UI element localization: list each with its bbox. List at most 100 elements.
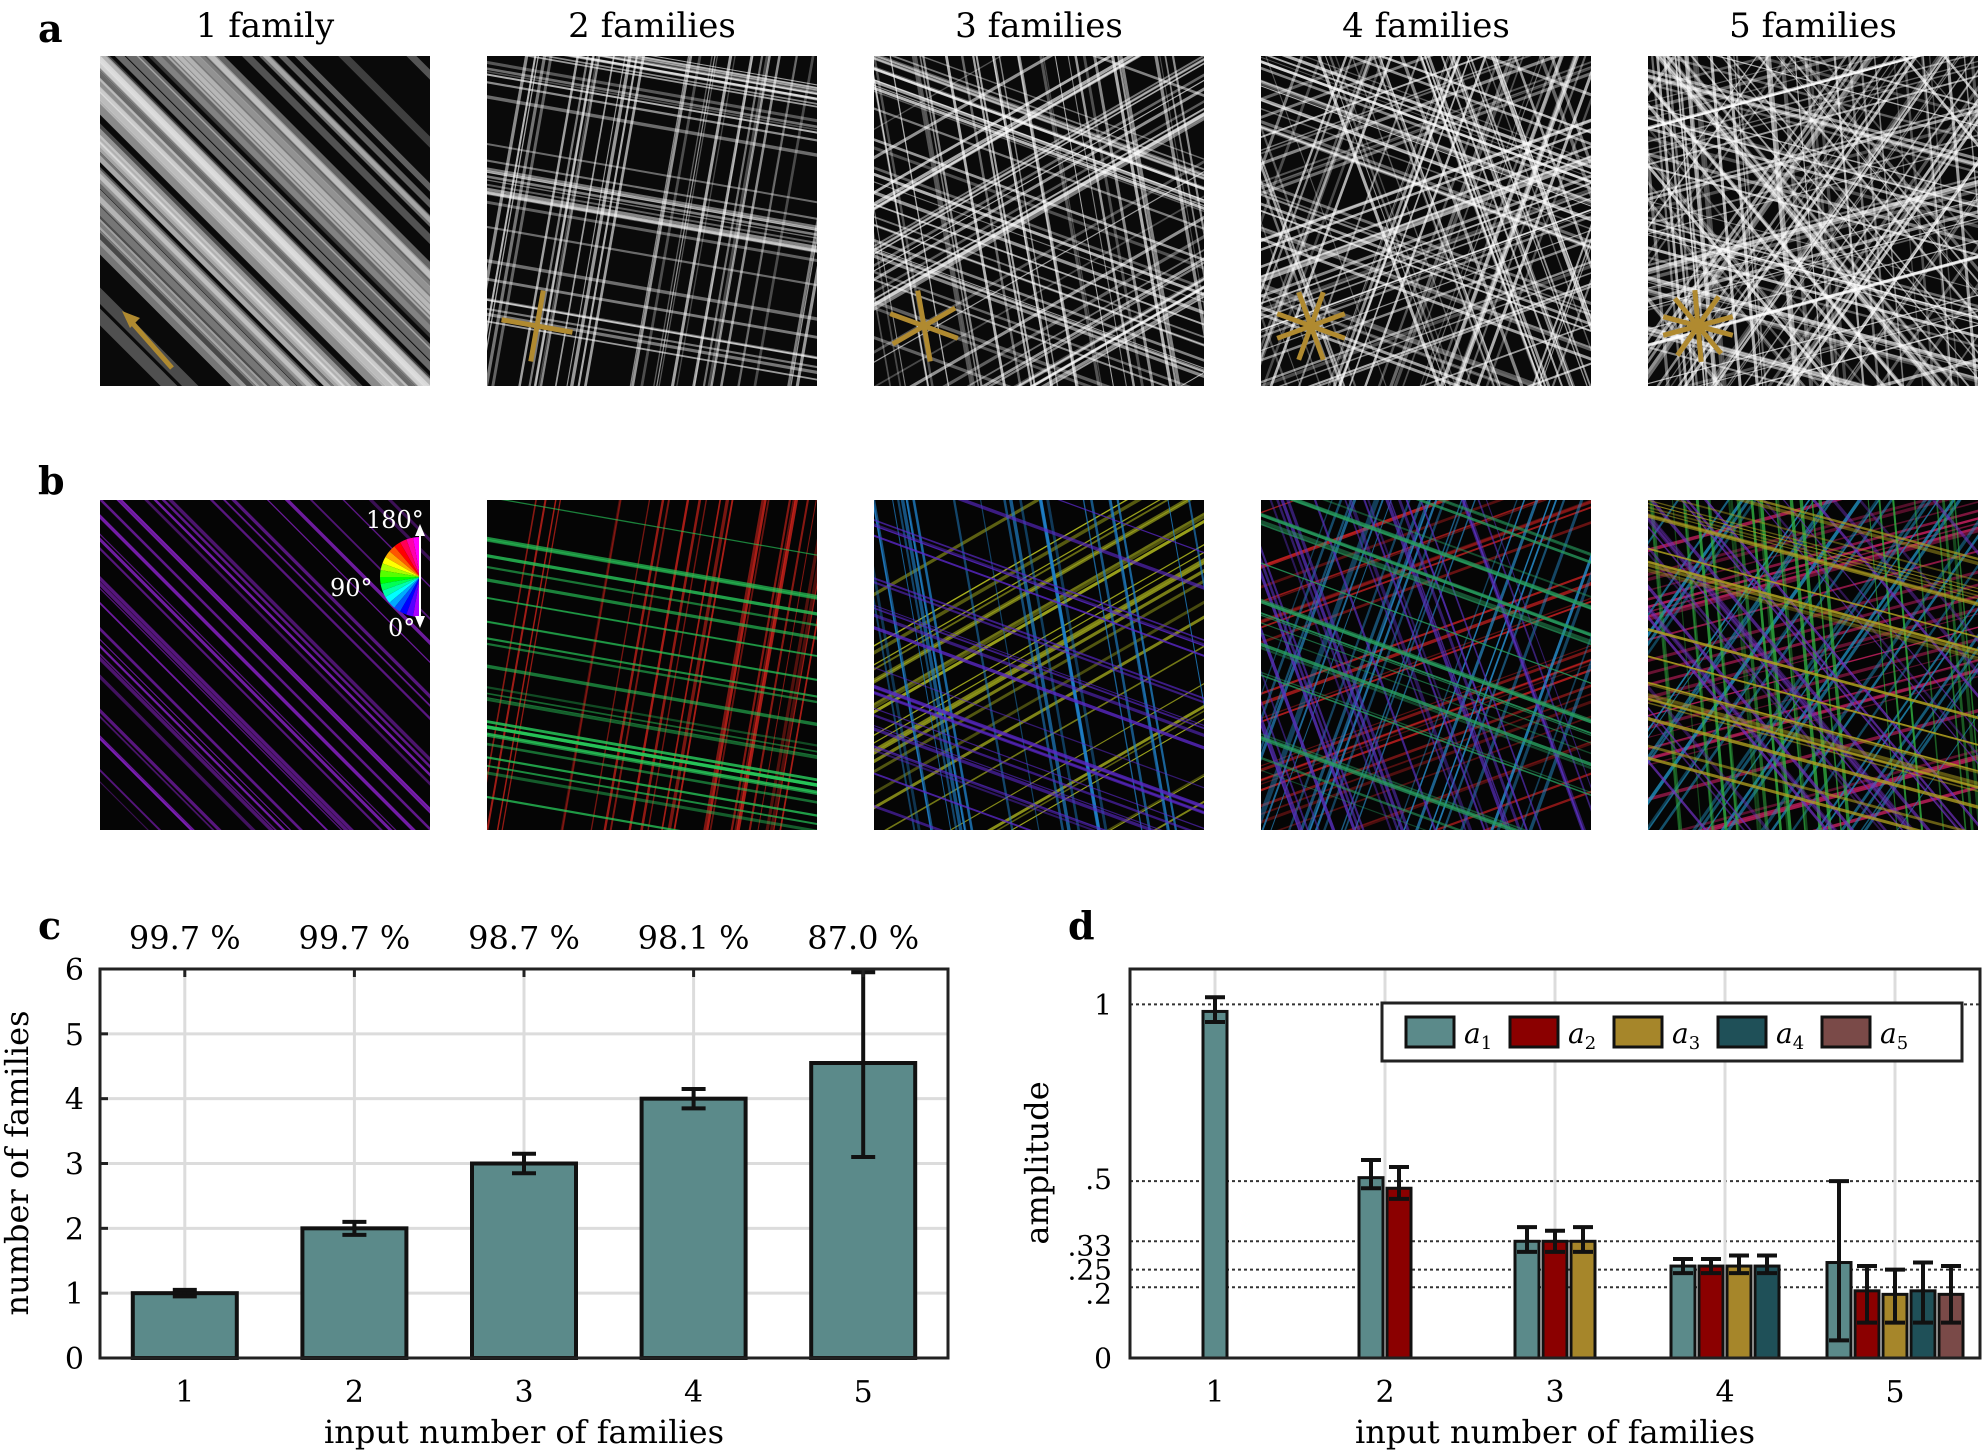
fiber-line [1648,234,1978,324]
fiber-line [1261,305,1482,386]
fiber-line [972,56,1033,386]
fiber-line [1648,117,1978,208]
chart-d-ylabel: amplitude [1018,1081,1056,1244]
fiber-line [209,500,430,721]
fiber-line [309,500,430,621]
fiber-line [100,781,149,830]
fiber-line [1863,666,1978,830]
fiber-line [1261,632,1591,755]
fiber-line [1648,75,1978,166]
fiber-line [487,720,817,782]
fiber-line [1261,125,1591,249]
panel-letter-a: a [38,6,63,51]
fiber-line [1946,56,1978,386]
fiber-line [100,140,346,386]
fiber-line [1648,613,1978,703]
fiber-line [874,727,1157,830]
fiber-line [874,107,1204,230]
fiber-line [1261,56,1591,178]
fiber-line [621,56,817,91]
fiber-line [1648,702,1978,793]
fiber-line [1648,503,1978,593]
fiber-line [171,56,430,315]
fiber-line [1648,545,1887,830]
fiber-line [874,84,1204,207]
fiber-line [1928,56,1960,386]
fiber-line [1482,790,1591,830]
fiber-line [1648,615,1829,830]
fiber-line [1261,600,1591,723]
fiber-line [1720,500,1956,830]
fiber-line [640,56,702,386]
colorwheel-wedge [394,577,420,612]
fiber-line [1905,282,1978,386]
fiber-line [1840,633,1978,830]
fiber-line [874,57,1204,251]
fiber-line [1696,754,1978,830]
fiber-line [1261,190,1591,313]
fiber-line [1261,572,1591,695]
chart-d-xtick-label: 3 [1545,1375,1564,1410]
fiber-line [1785,111,1978,386]
fiber-line [874,581,1204,704]
fiber-line [1519,634,1591,830]
orientation-colorwheel: 180° 90° 0° [330,506,425,642]
fiber-line [1648,759,1708,830]
fiber-line [1040,291,1204,386]
fiber-line [1261,260,1591,384]
orientation-arrow-icon [126,316,174,370]
fiber-line [1261,295,1510,386]
fiber-line [628,500,690,830]
fiber-line [487,756,817,817]
fiber-line [1658,56,1978,142]
orientation-star-icon [1276,291,1346,361]
fiber-line [1804,56,1835,386]
fiber-line [100,61,425,386]
fiber-line [100,173,313,386]
fiber-line [487,81,817,142]
fiber-line [207,56,430,279]
fiber-line [720,56,781,386]
fiber-line [1261,193,1591,316]
chart-c-xtick-label: 4 [684,1375,703,1410]
colorwheel-wedge [389,546,420,577]
fiber-line [874,247,1204,369]
fiber-line [992,56,1054,386]
fiber-line [874,57,1204,181]
fiber-line [117,500,430,813]
fiber-line [487,620,817,681]
fiber-line [1017,278,1204,386]
fiber-line [1794,56,1825,386]
fiber-line [874,79,1204,272]
fiber-line [487,771,817,830]
fiber-line [769,563,817,830]
fiber-line [1261,155,1591,278]
fiber-line [1648,708,1978,801]
fiber-line [1648,512,1915,830]
fiber-line [100,204,282,386]
fiber-line [100,56,430,386]
chart-d-legend-label: a3 [1672,1017,1700,1054]
fiber-line [487,742,817,804]
fiber-line [1808,56,1840,386]
fiber-line [487,175,817,237]
fiber-line [1648,105,1978,196]
chart-c-ytick-label: 4 [65,1083,84,1118]
fiber-line [100,715,215,830]
fiber-line [1261,598,1591,722]
chart-d-bars [1201,1009,1965,1360]
fiber-line [670,56,733,386]
fiber-line [1110,56,1173,386]
colorwheel-wedges [380,537,420,617]
chart-c-bar [639,1096,748,1361]
fiber-line [487,169,817,231]
fiber-line [1799,500,1832,830]
fiber-line [1261,56,1354,310]
fiber-line [1531,223,1591,386]
fiber-lines [1648,56,1978,386]
fiber-line [957,500,1204,590]
fiber-line [1261,312,1463,386]
fiber-line [874,56,1204,177]
fiber-line [874,514,1204,710]
fiber-line [1878,500,1910,830]
